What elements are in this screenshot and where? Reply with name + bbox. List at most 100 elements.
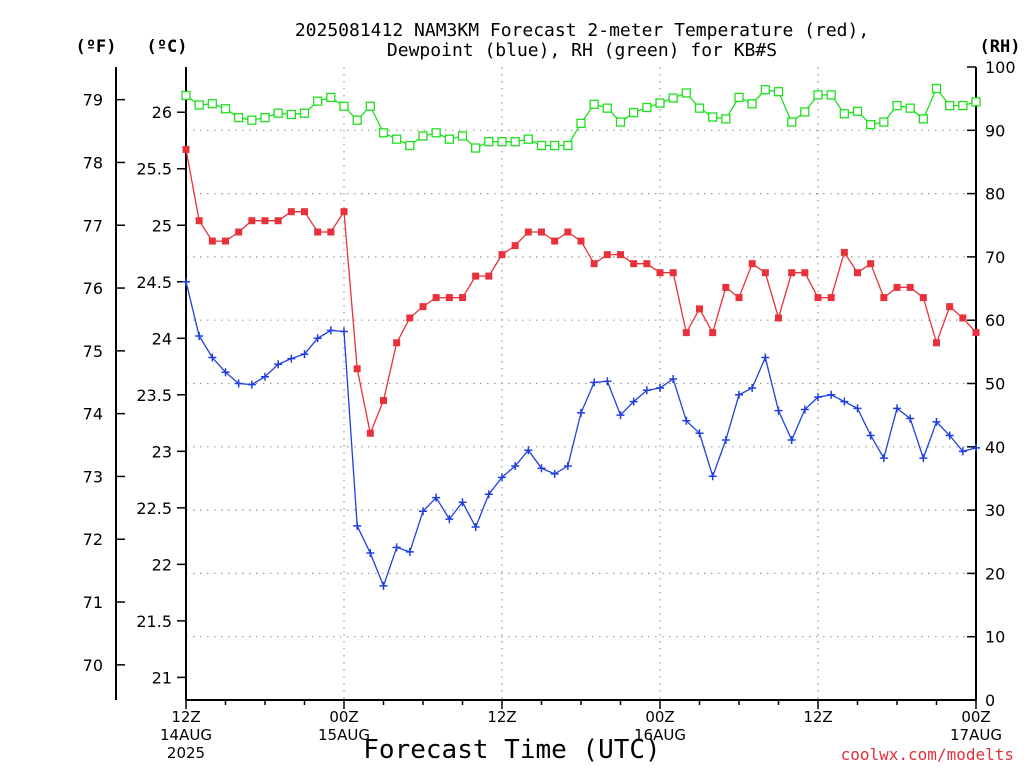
temperature-point	[669, 269, 677, 277]
time-tick-label: 12Z	[487, 708, 516, 726]
temperature-point	[603, 251, 611, 259]
celsius-tick-label: 23	[152, 442, 172, 461]
rh-point	[299, 108, 310, 118]
dewpoint-point	[682, 416, 691, 425]
temperature-point	[906, 283, 914, 291]
temperature-point	[722, 283, 730, 291]
dewpoint-line	[185, 281, 977, 588]
dewpoint-point	[616, 411, 625, 420]
dewpoint-point	[458, 498, 467, 507]
dewpoint-point	[800, 405, 809, 414]
rh-point	[405, 140, 415, 151]
dewpoint-point	[221, 368, 230, 377]
dewpoint-point	[366, 549, 375, 558]
dewpoint-point	[629, 397, 638, 406]
dewpoint-point	[853, 404, 862, 413]
rh-point	[879, 117, 889, 127]
dewpoint-point	[471, 523, 480, 532]
dewpoint-point	[761, 353, 770, 362]
temperature-point	[880, 294, 888, 302]
dewpoint-point	[919, 454, 928, 463]
rh-point	[378, 128, 389, 138]
rh-point	[708, 112, 718, 122]
dewpoint-point	[945, 431, 954, 440]
temperature-point	[748, 260, 756, 268]
time-tick-label: 2025	[167, 744, 205, 762]
dewpoint-point	[537, 464, 546, 473]
dewpoint-point	[787, 436, 796, 445]
rh-point	[444, 134, 454, 144]
fahrenheit-unit-label: (ºF)	[76, 37, 117, 57]
temperature-point	[287, 208, 295, 216]
temperature-point	[511, 242, 519, 250]
temperature-point	[366, 429, 374, 437]
fahrenheit-tick-label: 71	[83, 593, 103, 612]
temperature-point	[208, 237, 216, 245]
fahrenheit-tick-label: 72	[83, 530, 103, 549]
celsius-tick-label: 22	[152, 555, 172, 574]
rh-tick-label: 10	[985, 628, 1005, 647]
rh-point	[734, 92, 744, 103]
time-tick-label: 12Z	[803, 708, 832, 726]
series-group	[181, 83, 981, 590]
axes	[115, 67, 977, 701]
rh-ticks: 0 10 20 30 40 50 60 70 80 90 100	[967, 58, 1016, 710]
time-tick-label: 16AUG	[634, 726, 686, 744]
dewpoint-point	[405, 547, 414, 556]
temperature-point	[235, 228, 243, 236]
time-tick-label: 17AUG	[950, 726, 1002, 744]
rh-point	[392, 134, 402, 144]
rh-point	[181, 90, 191, 101]
dewpoint-point	[708, 472, 717, 481]
temperature-point	[432, 294, 440, 302]
dewpoint-point	[550, 469, 559, 478]
dewpoint-point	[195, 332, 204, 341]
temperature-point	[854, 269, 861, 277]
temperature-point	[524, 228, 532, 236]
dewpoint-point	[814, 393, 822, 402]
temperature-point	[801, 269, 809, 277]
celsius-ticks: 21 21.5 22 22.5 23 23.5 24 24.5 25 25.5 26	[136, 103, 186, 687]
rh-point	[681, 88, 691, 98]
rh-point	[576, 118, 586, 128]
dewpoint-point	[445, 515, 454, 524]
rh-line	[185, 87, 977, 149]
rh-point	[247, 115, 257, 125]
rh-point	[747, 99, 757, 109]
rh-point	[234, 112, 244, 123]
rh-tick-label: 80	[985, 185, 1005, 204]
celsius-tick-label: 21	[152, 668, 172, 687]
dewpoint-point	[326, 326, 335, 335]
chart-title-line-2: Dewpoint (blue), RH (green) for KB#S	[387, 40, 777, 61]
dewpoint-point	[379, 581, 388, 590]
dewpoint-point	[498, 473, 506, 482]
temperature-point	[933, 339, 940, 347]
rh-tick-label: 60	[985, 311, 1005, 330]
temperature-point	[867, 260, 875, 268]
rh-point	[760, 85, 770, 95]
rh-point	[839, 109, 849, 119]
dewpoint-point	[247, 380, 256, 389]
rh-point	[313, 96, 323, 106]
temperature-point	[682, 329, 690, 337]
rh-point	[286, 109, 296, 120]
time-tick-label: 15AUG	[318, 726, 370, 744]
time-tick-label: 12Z	[171, 708, 200, 726]
rh-point	[523, 134, 533, 144]
fahrenheit-tick-label: 73	[83, 467, 103, 486]
dewpoint-point	[721, 436, 730, 445]
rh-point	[694, 103, 705, 113]
temperature-point	[893, 283, 901, 291]
temperature-point	[459, 294, 466, 302]
rh-point	[866, 119, 876, 130]
dewpoint-point	[313, 334, 322, 343]
rh-point	[852, 106, 863, 116]
rh-tick-label: 50	[985, 375, 1005, 394]
fahrenheit-ticks: 70 71 72 73 74 75 76 77 78 79	[83, 91, 125, 675]
rh-point	[602, 103, 612, 113]
temperature-point	[814, 294, 822, 302]
dewpoint-point	[353, 521, 362, 530]
rh-point	[220, 104, 231, 114]
temperature-point	[564, 228, 572, 236]
